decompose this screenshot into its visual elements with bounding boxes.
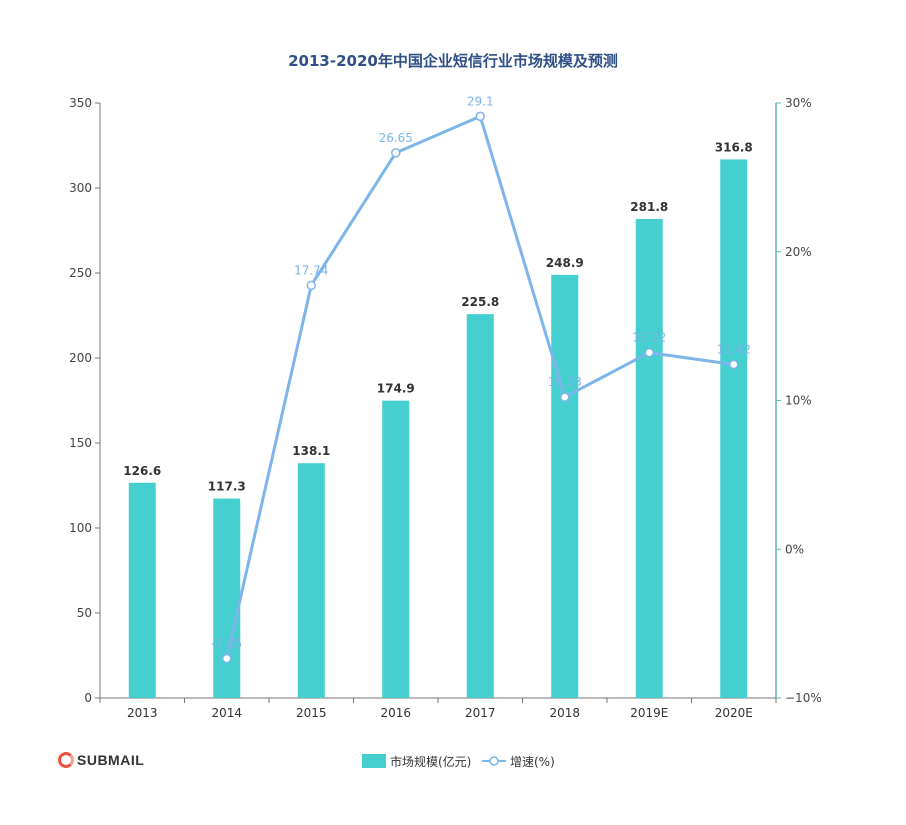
bar — [213, 498, 241, 698]
growth-point — [222, 653, 232, 664]
left-tick-label: 100 — [69, 521, 92, 535]
growth-point — [560, 392, 570, 402]
bar-label: 126.6 — [123, 464, 161, 478]
bar-label: 138.1 — [292, 444, 330, 458]
left-tick-label: 150 — [69, 436, 92, 450]
left-tick-label: 200 — [69, 351, 92, 365]
left-tick-label: 350 — [69, 96, 92, 110]
x-tick-label: 2016 — [380, 706, 411, 720]
growth-label: 10.23 — [548, 375, 582, 389]
growth-label: -7.35 — [211, 637, 242, 651]
bar — [466, 314, 494, 698]
bar-label: 248.9 — [546, 256, 584, 270]
x-tick-label: 2017 — [465, 706, 496, 720]
right-tick-label: 10% — [785, 394, 812, 408]
brand-logo: SUBMAIL — [58, 752, 144, 768]
line-series: -7.35 17.74 26.65 29.1 10.23 13.22 12.42 — [211, 94, 751, 664]
growth-label: 13.22 — [632, 331, 666, 345]
growth-point — [475, 111, 485, 122]
right-tick-label: −10% — [785, 691, 822, 705]
bar — [297, 463, 325, 698]
bar — [382, 400, 410, 698]
x-tick-label: 2013 — [127, 706, 158, 720]
x-tick-label: 2018 — [549, 706, 580, 720]
legend: 市场规模(亿元) 增速(%) — [362, 754, 555, 769]
bar — [635, 218, 663, 698]
growth-point — [644, 347, 654, 358]
brand-name: SUBMAIL — [77, 752, 145, 768]
growth-point — [729, 359, 739, 370]
left-axis: 0 50 100 150 200 250 300 350 — [69, 96, 101, 705]
bar — [720, 159, 748, 698]
bar-labels: 126.6 117.3 138.1 174.9 225.8 248.9 281.8 316.8 — [123, 140, 752, 493]
brand-mark-icon — [58, 752, 74, 768]
x-tick-label: 2014 — [211, 706, 242, 720]
bar-label: 316.8 — [715, 140, 753, 154]
bar — [128, 482, 156, 698]
growth-label: 26.65 — [379, 131, 413, 145]
left-tick-label: 250 — [69, 266, 92, 280]
x-tick-label: 2015 — [296, 706, 327, 720]
right-axis: −10% 0% 10% 20% 30% — [775, 96, 822, 705]
bar-label: 281.8 — [630, 200, 668, 214]
legend-bar-label: 市场规模(亿元) — [390, 754, 471, 769]
x-axis: 2013 2014 2015 2016 2017 2018 2019E 2020E — [99, 697, 777, 720]
x-tick-label: 2019E — [630, 706, 668, 720]
bar-label: 225.8 — [461, 295, 499, 309]
legend-line-label: 增速(%) — [510, 755, 555, 769]
left-tick-label: 50 — [77, 606, 92, 620]
left-tick-label: 300 — [69, 181, 92, 195]
right-tick-label: 0% — [785, 542, 804, 556]
right-tick-label: 30% — [785, 96, 812, 110]
growth-label: 29.1 — [467, 94, 494, 108]
growth-label: 12.42 — [717, 343, 751, 357]
bar — [551, 274, 579, 698]
growth-point — [391, 148, 401, 158]
x-tick-label: 2020E — [715, 706, 753, 720]
growth-point — [306, 280, 316, 291]
chart-title: 2013-2020年中国企业短信行业市场规模及预测 — [288, 52, 618, 70]
legend-line-marker — [489, 756, 499, 766]
right-tick-label: 20% — [785, 245, 812, 259]
bar-label: 174.9 — [377, 382, 415, 396]
left-tick-label: 0 — [84, 691, 92, 705]
growth-label: 17.74 — [294, 263, 328, 277]
legend-bar-swatch — [362, 754, 386, 768]
bar-series — [128, 159, 748, 698]
bar-label: 117.3 — [208, 480, 246, 494]
